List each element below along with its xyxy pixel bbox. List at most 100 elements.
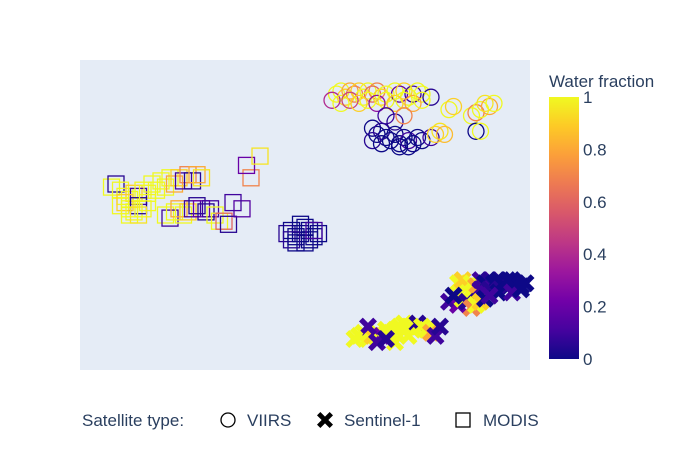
- data-point: [395, 82, 413, 100]
- colorbar-ticks: 0 0.2 0.4 0.6 0.8 1: [583, 88, 607, 369]
- legend: Satellite type: VIIRS Sentinel-1 MODIS: [82, 411, 539, 430]
- data-point: [332, 94, 350, 113]
- data-point: [426, 326, 445, 345]
- data-point: [183, 172, 202, 190]
- data-point: [120, 206, 139, 224]
- data-point: [224, 193, 242, 212]
- data-point: [188, 197, 206, 215]
- data-point: [282, 221, 301, 240]
- data-point: [197, 203, 215, 221]
- data-point: [395, 128, 413, 147]
- data-point: [350, 94, 368, 113]
- data-point: [350, 82, 368, 100]
- data-point: [399, 138, 418, 156]
- data-point: [287, 234, 305, 252]
- colorbar-tick-label: 0.4: [583, 245, 607, 264]
- data-point: [386, 113, 404, 131]
- data-point: [237, 156, 256, 175]
- data-point: [165, 203, 184, 221]
- data-point: [471, 122, 490, 140]
- data-point: [404, 94, 422, 113]
- data-point: [282, 231, 301, 249]
- data-point: [233, 200, 251, 218]
- data-point: [413, 91, 431, 109]
- data-point: [480, 97, 499, 116]
- data-point: [201, 200, 220, 218]
- data-point: [192, 169, 211, 187]
- data-point: [170, 169, 188, 187]
- data-point: [377, 107, 395, 125]
- legend-label: VIIRS: [247, 411, 291, 430]
- data-point: [174, 206, 193, 224]
- data-point: [102, 178, 121, 196]
- data-point: [422, 88, 440, 106]
- data-point: [377, 85, 395, 103]
- data-point: [368, 82, 386, 100]
- data-point: [404, 135, 422, 153]
- data-point: [341, 91, 359, 109]
- data-point: [444, 286, 463, 305]
- data-point: [143, 175, 161, 193]
- data-point: [129, 197, 148, 215]
- data-point: [156, 178, 175, 196]
- legend-item-sentinel-1[interactable]: Sentinel-1: [317, 411, 421, 430]
- data-point: [399, 131, 418, 150]
- data-point: [408, 128, 427, 147]
- series-viirs: [323, 82, 503, 156]
- data-point: [206, 206, 224, 224]
- data-point: [138, 193, 157, 212]
- data-point: [462, 107, 481, 125]
- data-point: [215, 212, 233, 230]
- colorbar-tick-label: 0: [583, 350, 592, 369]
- data-point: [291, 224, 310, 243]
- data-point: [399, 326, 418, 345]
- data-point: [431, 317, 449, 336]
- data-point: [188, 166, 206, 184]
- data-point: [444, 97, 463, 116]
- colorbar-tick-label: 1: [583, 88, 592, 107]
- data-point: [435, 125, 454, 144]
- data-point: [161, 209, 179, 227]
- data-point: [300, 231, 319, 249]
- data-point: [116, 193, 134, 212]
- data-point: [170, 200, 188, 218]
- data-point: [291, 215, 310, 233]
- data-point: [174, 172, 193, 190]
- data-point: [219, 215, 238, 233]
- legend-item-modis[interactable]: MODIS: [455, 411, 539, 430]
- legend-marker: [220, 412, 236, 428]
- legend-label: Sentinel-1: [344, 411, 421, 430]
- data-point: [372, 135, 391, 153]
- colorbar-title: Water fraction: [549, 72, 654, 91]
- data-point: [395, 107, 413, 125]
- data-point: [377, 330, 395, 348]
- data-point: [152, 172, 170, 190]
- data-point: [426, 125, 445, 144]
- data-point: [359, 317, 377, 336]
- data-point: [480, 286, 499, 305]
- data-point: [413, 85, 431, 103]
- data-point: [147, 181, 166, 199]
- points-layer: [102, 82, 535, 352]
- data-point: [165, 175, 184, 193]
- data-point: [156, 206, 175, 224]
- data-point: [386, 94, 404, 113]
- data-point: [161, 169, 179, 187]
- data-point: [305, 221, 323, 240]
- data-point: [363, 119, 382, 137]
- data-point: [345, 330, 364, 348]
- colorbar-tick-label: 0.2: [583, 298, 607, 317]
- data-point: [192, 200, 211, 218]
- legend-marker: [455, 412, 471, 428]
- data-point: [440, 100, 458, 119]
- colorbar-tick-label: 0.8: [583, 140, 607, 159]
- data-point: [467, 122, 485, 140]
- data-point: [107, 175, 125, 193]
- data-point: [372, 122, 391, 140]
- data-point: [183, 200, 202, 218]
- colorbar-tick-label: 0.6: [583, 193, 607, 212]
- legend-item-viirs[interactable]: VIIRS: [220, 411, 291, 430]
- data-point: [242, 169, 260, 187]
- data-point: [309, 224, 328, 243]
